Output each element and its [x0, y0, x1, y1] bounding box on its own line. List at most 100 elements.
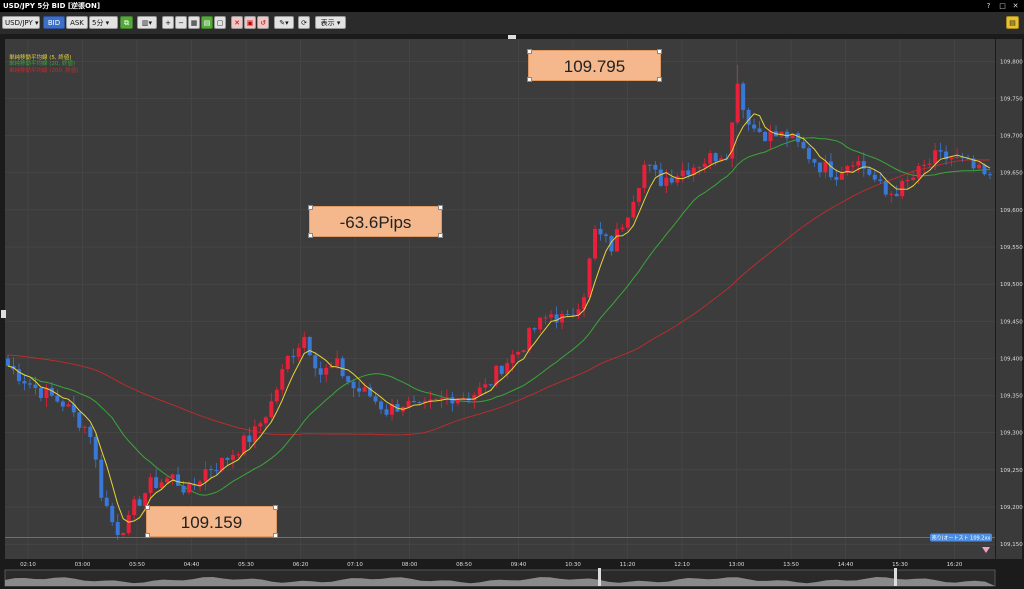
high-price-label[interactable]: 109.795 [527, 49, 662, 82]
x-tick-label: 06:20 [293, 562, 309, 568]
help-button[interactable]: ? [986, 2, 991, 10]
bid-button[interactable]: BID [43, 16, 65, 29]
y-tick-label: 109,450 [1000, 319, 1023, 325]
pips-label[interactable]: -63.6Pips [308, 205, 443, 238]
candle [208, 465, 213, 479]
candle [521, 349, 526, 354]
pips-text: -63.6Pips [339, 213, 412, 232]
candle [971, 155, 976, 171]
x-tick-label: 03:00 [75, 562, 91, 568]
candle [159, 478, 164, 490]
pen-icon[interactable]: ✎▾ [274, 16, 294, 29]
candle [340, 356, 345, 379]
ma5-line [7, 113, 991, 523]
y-tick-label: 109,150 [1000, 542, 1023, 548]
legend: 単純移動平均線 (5, 終値) 単純移動平均線 (20, 終値) 単純移動平均線… [9, 53, 79, 74]
navigator-left-handle[interactable] [598, 568, 601, 586]
maximize-button[interactable]: □ [999, 2, 1006, 10]
zoom-in-icon[interactable]: + [162, 16, 174, 29]
y-tick-label: 109,200 [1000, 505, 1023, 511]
candlestick-chart[interactable]: 109,150 109,200 109,250 109,300 109,350 109,4… [0, 34, 1024, 589]
candle [817, 162, 822, 178]
legend-ma5: 単純移動平均線 (5, 終値) [9, 53, 72, 61]
zoom-out-icon[interactable]: − [175, 16, 187, 29]
x-tick-label: 15:30 [892, 562, 908, 568]
x-tick-label: 05:30 [238, 562, 254, 568]
candle [730, 122, 735, 168]
delete-icon[interactable]: ✕ [231, 16, 243, 29]
window-icon[interactable]: ▢ [214, 16, 226, 29]
candle [346, 375, 351, 385]
x-axis-labels: 02:10 03:00 03:50 04:40 05:30 06:20 07:10 08:00… [20, 562, 963, 568]
candle [702, 158, 707, 173]
candle [126, 510, 131, 536]
candle [675, 173, 680, 186]
grid-icon[interactable]: ▦ [188, 16, 200, 29]
candle [883, 177, 888, 197]
y-tick-label: 109,700 [1000, 134, 1023, 140]
price-axis [996, 39, 1022, 559]
candle [938, 142, 943, 159]
settings-icon[interactable]: ▤ [1006, 16, 1019, 29]
candle [949, 157, 954, 167]
candle [795, 131, 800, 147]
y-tick-label: 109,500 [1000, 282, 1023, 288]
candle [324, 363, 329, 383]
refresh-icon[interactable]: ⟳ [298, 16, 310, 29]
candle [132, 495, 137, 520]
candle [384, 404, 389, 417]
trash-icon[interactable]: ▣ [244, 16, 256, 29]
clear-icon[interactable]: ↺ [257, 16, 269, 29]
low-price-label[interactable]: 109.159 [145, 505, 278, 538]
currency-pair-select[interactable]: USD/JPY ▾ [2, 16, 40, 29]
candle [77, 411, 82, 432]
candle [933, 143, 938, 171]
candle [549, 310, 554, 322]
candle [483, 378, 488, 394]
candle [44, 383, 49, 407]
candle [960, 152, 965, 163]
navigator-right-handle[interactable] [894, 568, 897, 586]
candle [115, 514, 120, 541]
x-tick-label: 13:00 [729, 562, 745, 568]
x-tick-label: 08:50 [456, 562, 472, 568]
candle [680, 162, 685, 183]
ask-button[interactable]: ASK [66, 16, 88, 29]
candle [757, 121, 762, 133]
candle [406, 397, 411, 407]
candle [872, 168, 877, 183]
candle [27, 378, 32, 389]
candle [560, 310, 565, 330]
candle [6, 354, 10, 367]
view-menu-button[interactable]: 表示 ▾ [315, 16, 346, 29]
candle [302, 331, 307, 352]
candle [499, 365, 504, 377]
candle [247, 427, 252, 448]
candle [433, 397, 438, 400]
candle [368, 383, 373, 398]
candle [373, 392, 378, 405]
candle [927, 158, 932, 168]
candle [587, 257, 592, 302]
collapse-left-handle[interactable] [1, 310, 6, 318]
low-price-text: 109.159 [180, 513, 243, 532]
scroll-end-icon[interactable] [982, 547, 990, 553]
candle [71, 395, 76, 417]
candle [285, 354, 290, 373]
candle [505, 358, 510, 379]
candle [450, 392, 455, 412]
candle [33, 376, 38, 395]
link-icon[interactable]: ⧉ [120, 16, 133, 29]
candle [538, 316, 543, 334]
close-button[interactable]: ✕ [1012, 2, 1019, 10]
legend-ma200: 単純移動平均線 (200, 終値) [9, 66, 79, 74]
candle [691, 164, 696, 182]
chart-type-icon[interactable]: ▥▾ [137, 16, 157, 29]
panel-icon[interactable]: ▤ [201, 16, 213, 29]
candle [861, 152, 866, 177]
timeframe-select[interactable]: 5分 ▾ [89, 16, 118, 29]
y-tick-label: 109,750 [1000, 96, 1023, 102]
candle [55, 389, 60, 403]
collapse-top-handle[interactable] [508, 35, 516, 39]
candle [554, 306, 559, 329]
